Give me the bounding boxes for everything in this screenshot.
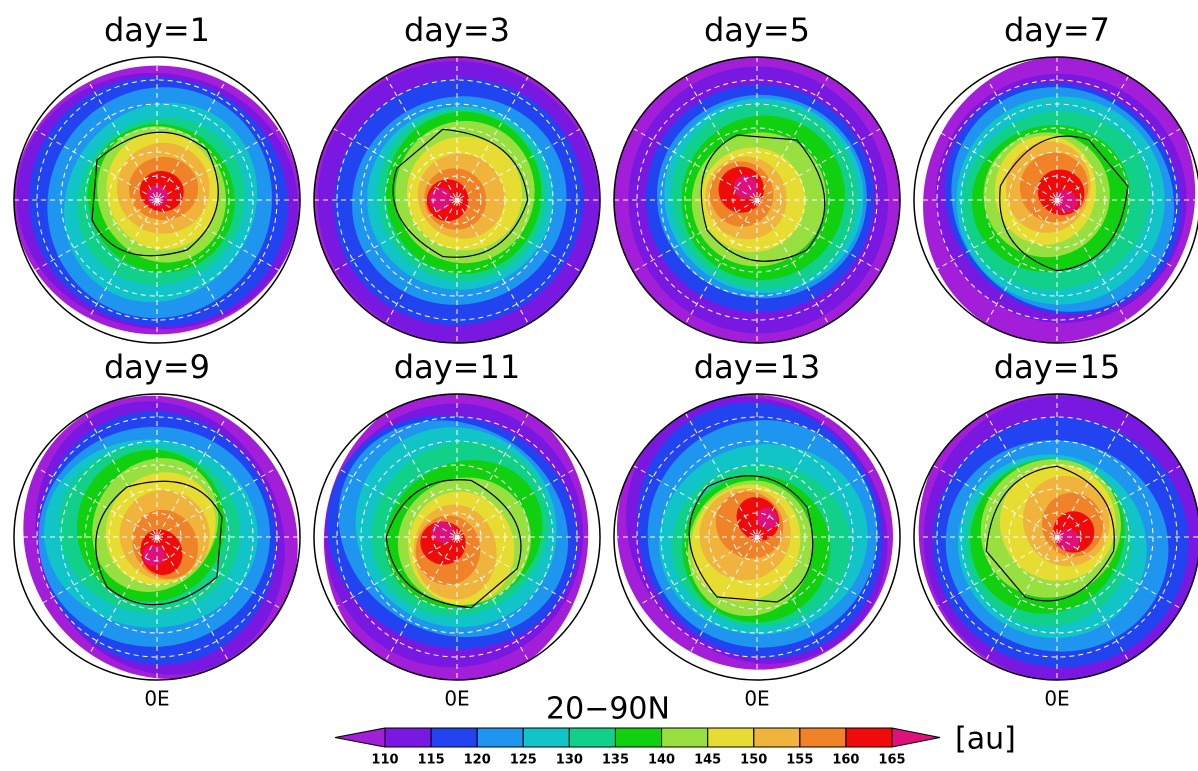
colorbar-tick-label: 120 [464, 753, 491, 768]
pole [155, 198, 160, 203]
polar-field [0, 344, 351, 731]
panel-title: day=9 [104, 348, 210, 386]
figure: 20−90N [au] day=1 day=3 day=5 day=7 day=9 day… [0, 0, 1198, 771]
panel-title: day=15 [994, 348, 1120, 386]
colorbar-extend-high [892, 728, 940, 747]
panel-title: day=13 [694, 348, 820, 386]
colorbar-segment [431, 728, 477, 747]
polar-field [560, 338, 949, 727]
colorbar-segment [754, 728, 800, 747]
colorbar-tick-label: 135 [602, 753, 629, 768]
panel-title: day=7 [1004, 11, 1110, 49]
field-layers [560, 338, 949, 727]
colorbar-tick-label: 110 [371, 753, 398, 768]
field-layers [290, 376, 614, 699]
colorbar-unit: [au] [955, 722, 1016, 757]
longitude-label: 0E [744, 687, 769, 711]
colorbar-segment [523, 728, 569, 747]
panel-title: day=3 [404, 11, 510, 49]
panel-title: day=1 [104, 11, 210, 49]
polar-field [881, 16, 1198, 383]
colorbar-segment [615, 728, 661, 747]
colorbar-segment [708, 728, 754, 747]
field-layers [893, 360, 1198, 710]
colorbar-segment [846, 728, 892, 747]
polar-field [0, 44, 320, 360]
colorbar-tick-label: 140 [648, 753, 675, 768]
pole [755, 535, 760, 540]
colorbar-tick-label: 145 [694, 753, 721, 768]
colorbar-segment [662, 728, 708, 747]
longitude-label: 0E [444, 687, 469, 711]
colorbar-segment [385, 728, 431, 747]
longitude-label: 0E [144, 687, 169, 711]
colorbar-extend-low [335, 728, 385, 747]
polar-field [572, 12, 942, 389]
colorbar-segment [477, 728, 523, 747]
polar-field [893, 360, 1198, 710]
colorbar-segment [569, 728, 615, 747]
colorbar-tick-label: 125 [510, 753, 537, 768]
field-layers [881, 16, 1198, 383]
colorbar-tick-label: 165 [878, 753, 905, 768]
pole [155, 535, 160, 540]
polar-field [290, 376, 614, 699]
region-label: 20−90N [546, 692, 670, 727]
colorbar-tick-label: 115 [418, 753, 445, 768]
pole [1055, 535, 1060, 540]
panel-title: day=11 [394, 348, 520, 386]
colorbar-tick-label: 155 [786, 753, 813, 768]
field-layers [0, 44, 320, 360]
field-layers [0, 344, 351, 731]
pole [455, 198, 460, 203]
pole [1055, 198, 1060, 203]
colorbar-tick-label: 130 [556, 753, 583, 768]
pole [455, 535, 460, 540]
colorbar-segment [800, 728, 846, 747]
colorbar-tick-label: 160 [832, 753, 859, 768]
colorbar-tick-label: 150 [740, 753, 767, 768]
panel-title: day=5 [704, 11, 810, 49]
pole [755, 198, 760, 203]
longitude-label: 0E [1044, 687, 1069, 711]
